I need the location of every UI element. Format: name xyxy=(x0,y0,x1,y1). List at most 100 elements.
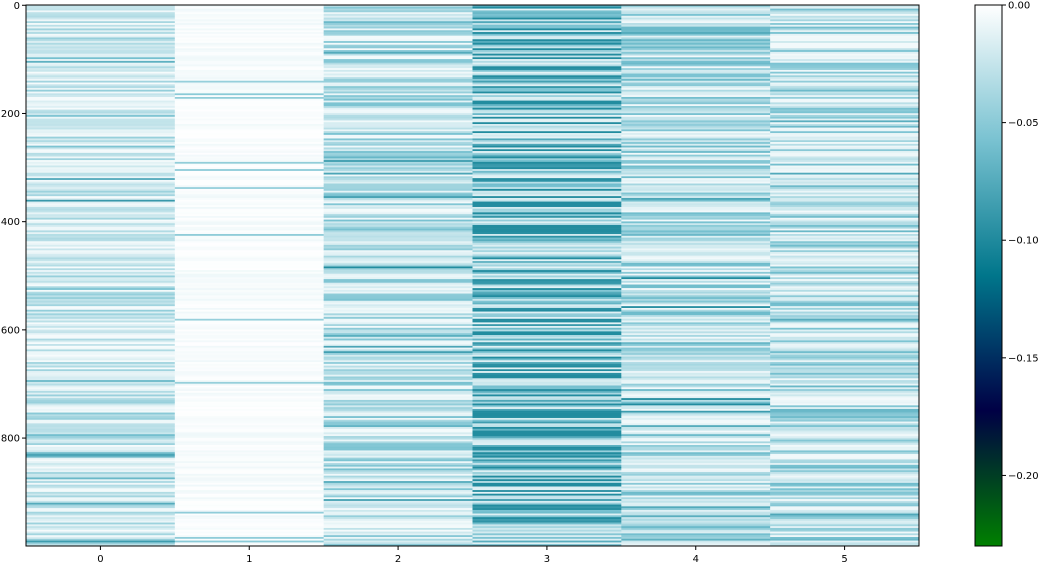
heatmap-cell xyxy=(26,152,176,155)
heatmap-cell xyxy=(174,445,324,448)
heatmap-cell xyxy=(770,253,920,256)
heatmap-cell xyxy=(174,111,324,114)
heatmap-cell xyxy=(26,302,176,305)
heatmap-cell xyxy=(621,419,771,422)
heatmap-cell xyxy=(472,448,622,451)
heatmap-cell xyxy=(472,19,622,22)
heatmap-cell xyxy=(174,439,324,442)
heatmap-cell xyxy=(770,66,920,69)
heatmap-cell xyxy=(621,187,771,190)
heatmap-cell xyxy=(472,486,622,489)
heatmap-cell xyxy=(770,185,920,188)
heatmap-cell xyxy=(174,133,324,136)
heatmap-cell xyxy=(26,300,176,303)
heatmap-cell xyxy=(26,316,176,320)
heatmap-cell xyxy=(472,481,622,484)
heatmap-cell xyxy=(472,217,622,220)
heatmap-cell xyxy=(323,113,473,116)
heatmap-cell xyxy=(621,248,771,251)
heatmap-cell xyxy=(323,401,473,404)
heatmap-cell xyxy=(323,192,473,195)
heatmap-cell xyxy=(770,111,920,114)
heatmap-cell xyxy=(770,116,920,119)
heatmap-cell xyxy=(174,506,324,509)
heatmap-cell xyxy=(770,347,920,350)
heatmap-cell xyxy=(472,527,622,531)
heatmap-cell xyxy=(770,522,920,525)
heatmap-cell xyxy=(770,445,920,448)
heatmap-cell xyxy=(174,167,324,170)
heatmap-cell xyxy=(472,118,622,121)
heatmap-cell xyxy=(174,448,324,451)
heatmap-cell xyxy=(174,360,324,363)
heatmap-cell xyxy=(770,93,920,96)
heatmap-cell xyxy=(26,416,176,419)
heatmap-cell xyxy=(472,504,622,507)
heatmap-cell xyxy=(770,340,920,343)
heatmap-cell xyxy=(770,459,920,462)
heatmap-cell xyxy=(26,194,176,197)
heatmap-cell xyxy=(472,194,622,197)
heatmap-cell xyxy=(472,535,622,538)
heatmap-cell xyxy=(174,78,324,82)
heatmap-cell xyxy=(472,48,622,51)
heatmap-cell xyxy=(770,306,920,309)
heatmap-cell xyxy=(174,380,324,383)
heatmap-cell xyxy=(621,145,771,148)
heatmap-cell xyxy=(770,78,920,82)
heatmap-cell xyxy=(621,113,771,116)
heatmap-cell xyxy=(323,445,473,448)
heatmap-cell xyxy=(323,511,473,514)
heatmap-cell xyxy=(174,250,324,253)
heatmap-cell xyxy=(770,454,920,457)
heatmap-cell xyxy=(26,270,176,273)
heatmap-cell xyxy=(770,430,920,433)
heatmap-cell xyxy=(26,349,176,352)
heatmap-cell xyxy=(770,98,920,101)
heatmap-cell xyxy=(323,163,473,166)
heatmap-cell xyxy=(472,174,622,177)
heatmap-cell xyxy=(621,57,771,60)
heatmap-cell xyxy=(770,457,920,460)
heatmap-cell xyxy=(26,201,176,204)
heatmap-cell xyxy=(323,437,473,440)
heatmap-cell xyxy=(472,6,622,9)
heatmap-cell xyxy=(26,212,176,215)
heatmap-cell xyxy=(472,394,622,397)
heatmap-cell xyxy=(621,394,771,397)
heatmap-cell xyxy=(472,78,622,82)
heatmap-cell xyxy=(621,12,771,15)
heatmap-cell xyxy=(323,122,473,125)
heatmap-cell xyxy=(621,491,771,494)
heatmap-cell xyxy=(323,331,473,334)
heatmap-cell xyxy=(621,499,771,502)
heatmap-cell xyxy=(174,96,324,100)
heatmap-cell xyxy=(770,151,920,154)
heatmap-cell xyxy=(323,544,473,547)
heatmap-cell xyxy=(621,140,771,143)
heatmap-cell xyxy=(621,369,771,372)
heatmap-cell xyxy=(174,75,324,78)
heatmap-cell xyxy=(323,109,473,112)
heatmap-cell xyxy=(472,82,622,85)
heatmap-cell xyxy=(621,266,771,269)
heatmap-cell xyxy=(174,475,324,478)
heatmap-cell xyxy=(26,237,176,240)
heatmap-cell xyxy=(26,37,176,40)
heatmap-cell xyxy=(472,169,622,172)
heatmap-cell xyxy=(174,42,324,45)
heatmap-cell xyxy=(26,129,176,132)
heatmap-cell xyxy=(26,187,176,190)
heatmap-cell xyxy=(770,176,920,179)
heatmap-cell xyxy=(621,21,771,24)
heatmap-cell xyxy=(26,450,176,453)
heatmap-cell xyxy=(770,311,920,314)
heatmap-cell xyxy=(174,463,324,466)
heatmap-cell xyxy=(621,387,771,390)
heatmap-cell xyxy=(26,529,176,532)
heatmap-cell xyxy=(770,26,920,29)
heatmap-cell xyxy=(770,436,920,439)
heatmap-cell xyxy=(323,120,473,123)
heatmap-cell xyxy=(323,408,473,412)
